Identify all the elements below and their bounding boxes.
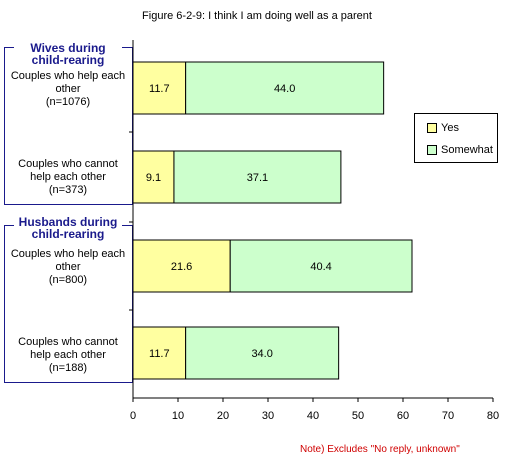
legend: Yes Somewhat	[414, 113, 498, 163]
category-label-1-line2: other	[55, 83, 81, 95]
data-label-yes-4: 11.7	[149, 348, 170, 360]
x-tick-label-80: 80	[487, 410, 499, 422]
category-label-4: Couples who cannot help each other (n=18…	[6, 336, 130, 375]
wives-group-label-line1: Wives during	[30, 41, 106, 55]
legend-swatch-yes	[427, 123, 437, 133]
category-label-4-line2: help each other	[30, 349, 106, 361]
category-label-2: Couples who cannot help each other (n=37…	[6, 158, 130, 197]
category-label-3-line1: Couples who help each	[10, 248, 126, 260]
x-tick-label-50: 50	[352, 410, 364, 422]
bar-somewhat-4	[185, 326, 340, 380]
category-label-1-line1: Couples who help each	[10, 70, 126, 82]
bar-somewhat-2	[173, 150, 342, 204]
x-tick-label-30: 30	[262, 410, 274, 422]
legend-label-somewhat: Somewhat	[441, 144, 493, 156]
data-label-somewhat-1: 44.0	[274, 83, 295, 95]
category-label-3: Couples who help each other (n=800)	[6, 248, 130, 287]
bar-somewhat-3	[229, 239, 413, 293]
data-label-somewhat-2: 37.1	[247, 172, 268, 184]
x-tick-label-0: 0	[130, 410, 136, 422]
data-label-yes-3: 21.6	[171, 261, 192, 273]
x-tick-label-20: 20	[217, 410, 229, 422]
wives-group-label: Wives during child-rearing	[14, 42, 122, 66]
category-label-3-line2: other	[55, 261, 81, 273]
legend-swatch-somewhat	[427, 145, 437, 155]
category-label-2-line1: Couples who cannot	[18, 158, 118, 170]
x-tick-label-60: 60	[397, 410, 409, 422]
footnote: Note) Excludes "No reply, unknown"	[300, 444, 460, 455]
category-label-2-line3: (n=373)	[48, 184, 88, 196]
category-label-1: Couples who help each other (n=1076)	[6, 70, 130, 109]
husbands-group-label: Husbands during child-rearing	[14, 216, 122, 240]
data-label-yes-2: 9.1	[146, 172, 161, 184]
category-label-2-line2: help each other	[30, 171, 106, 183]
x-tick-label-10: 10	[172, 410, 184, 422]
category-label-3-line3: (n=800)	[48, 274, 88, 286]
category-label-1-line3: (n=1076)	[45, 96, 91, 108]
chart-title: Figure 6-2-9: I think I am doing well as…	[142, 10, 372, 22]
bar-yes-1	[132, 61, 187, 115]
data-label-yes-1: 11.7	[149, 83, 170, 95]
category-label-4-line1: Couples who cannot	[18, 336, 118, 348]
bar-yes-4	[132, 326, 187, 380]
husbands-group-label-line2: child-rearing	[31, 227, 105, 241]
husbands-group-label-line1: Husbands during	[18, 215, 118, 229]
bar-somewhat-1	[185, 61, 385, 115]
bar-yes-3	[132, 239, 231, 293]
legend-item-yes: Yes	[427, 122, 459, 134]
data-label-somewhat-4: 34.0	[251, 348, 272, 360]
category-label-4-line3: (n=188)	[48, 362, 88, 374]
legend-item-somewhat: Somewhat	[427, 144, 493, 156]
data-label-somewhat-3: 40.4	[310, 261, 331, 273]
legend-label-yes: Yes	[441, 122, 459, 134]
x-tick-label-70: 70	[442, 410, 454, 422]
wives-group-label-line2: child-rearing	[31, 53, 105, 67]
x-tick-label-40: 40	[307, 410, 319, 422]
